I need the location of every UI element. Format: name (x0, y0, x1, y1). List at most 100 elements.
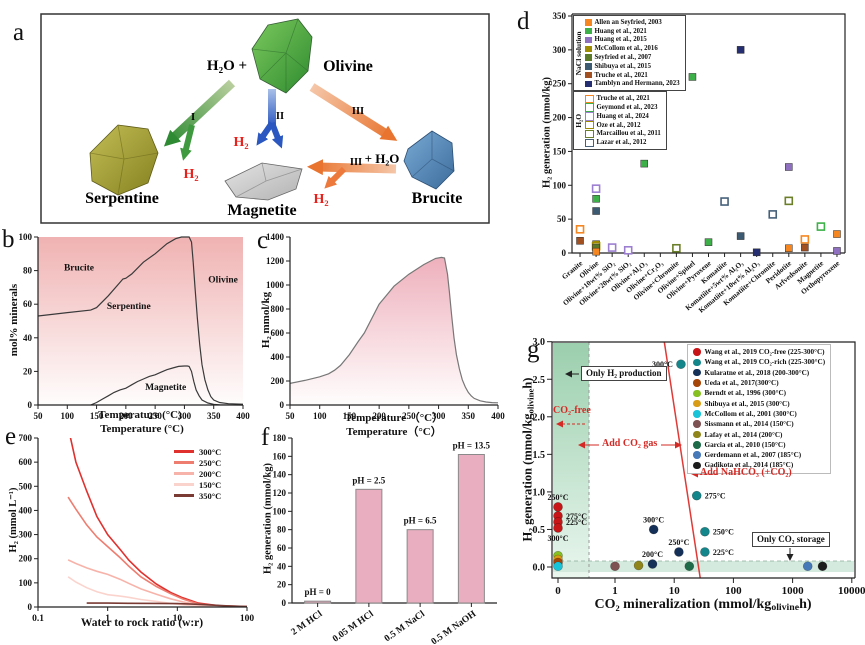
g-temp-label: 200°C (642, 550, 663, 559)
g-legend-label: Lafay et al., 2014 (200°C) (704, 430, 783, 439)
roman-3-label: III (352, 106, 364, 117)
d-data-point (768, 210, 778, 219)
g-temp-label: 250°C (548, 493, 569, 502)
panel-letter-e: e (5, 423, 17, 450)
b-region-label: Magnetite (145, 383, 186, 393)
d-data-point (575, 225, 585, 234)
d-data-point (800, 235, 810, 244)
e-curve-150°C (67, 576, 247, 607)
add-co2-gas-annotation: Add CO₂ gas (602, 438, 658, 449)
h2-label-brucite: H₂ (313, 192, 328, 207)
tick-label: 200 (119, 411, 133, 421)
tick-label: 60 (23, 299, 33, 309)
tick-label: 0 (282, 598, 287, 608)
tick-label: 60 (277, 543, 287, 553)
tick-label: 50 (286, 411, 296, 421)
f-bar (304, 600, 332, 604)
g-legend-row: McCollom et al., 2001 (300°C) (693, 409, 825, 419)
g-data-point (553, 523, 563, 533)
g-legend-dot (693, 420, 701, 428)
tick-label: 50 (557, 214, 567, 224)
d-data-point (833, 230, 841, 238)
g-legend-row: Gerdemann et al., 2007 (185°C) (693, 450, 825, 460)
g-legend-dot (693, 430, 701, 439)
d-legend-label: Seyfried et al., 2007 (594, 54, 652, 62)
d-legend-swatch (585, 19, 592, 26)
g-legend-row: Kularatne et al., 2018 (200-300°C) (693, 368, 825, 378)
tick-label: 180 (273, 433, 287, 443)
d-legend-swatch (585, 103, 594, 112)
g-legend-row: Berndt et al., 1996 (300°C) (693, 388, 825, 398)
f-bar (355, 488, 383, 604)
g-data-point (817, 561, 828, 572)
tick-label: 120 (273, 488, 287, 498)
d-legend-row: Lazar et al., 2012 (585, 138, 661, 147)
f-ph-label: pH = 13.5 (453, 441, 491, 451)
tick-label: 1400 (266, 232, 285, 242)
d-legend-row: Allen an Seyfried, 2003 (585, 18, 680, 27)
g-legend: Wang et al., 2019 CO₂-free (225-300°C) Wa… (687, 344, 832, 474)
panel-letter-g: g (527, 336, 540, 363)
tick-label: 3.0 (533, 337, 546, 348)
serpentine-crystal (89, 124, 159, 196)
only-co2-storage-box: Only CO₂ storage (752, 532, 830, 547)
g-xaxis-title-sub: olivine (771, 602, 800, 613)
d-data-point (784, 196, 794, 206)
tick-label: 50 (34, 411, 44, 421)
tick-label: 800 (271, 304, 285, 314)
olivine-crystal (251, 18, 313, 94)
tick-label: 350 (462, 411, 476, 421)
tick-label: 0 (280, 400, 285, 410)
tick-label: 100 (61, 411, 75, 421)
g-zero-band (553, 561, 854, 572)
d-legend-label: Truche et al., 2021 (594, 71, 648, 79)
tick-label: 250 (402, 411, 416, 421)
d-legend-row: Huang et al., 2015 (585, 36, 680, 45)
g-data-point (700, 526, 710, 537)
tick-label: 0.5 (533, 525, 546, 536)
tick-label: 10 (669, 585, 681, 597)
d-legend-swatch (585, 80, 592, 88)
d-data-point (623, 245, 633, 255)
g-legend-row: Garcia et al., 2010 (150°C) (693, 440, 825, 450)
g-yaxis-title-post: h) (520, 377, 535, 389)
d-legend-row: Shibuya et al., 2015 (585, 62, 680, 71)
d-data-point (704, 238, 713, 246)
d-data-point (607, 243, 617, 252)
d-legend-swatch (585, 129, 594, 139)
g-legend-row: Lafay et al., 2014 (200°C) (693, 429, 825, 439)
g-temp-label: 225°C (566, 518, 587, 527)
e-yaxis-title: H₂ (mmol L⁻¹) (8, 487, 19, 553)
f-title: Temperature（°C） (346, 426, 442, 438)
f-category-label: 0.5 M NaOH (430, 609, 479, 645)
g-data-point (676, 359, 686, 370)
tick-label: 100 (19, 578, 33, 588)
tick-label: 10000 (838, 585, 865, 597)
tick-label: 40 (23, 333, 33, 343)
g-legend-label: Sissmann et al., 2014 (150°C) (704, 420, 794, 429)
tick-label: 0 (555, 585, 561, 597)
g-temp-label: 250°C (713, 528, 734, 537)
magnetite-label: Magnetite (227, 202, 296, 219)
b-region-label: Brucite (64, 264, 94, 274)
g-legend-dot (693, 461, 701, 470)
d-legend-row: Marcaillou et al., 2011 (585, 129, 661, 139)
tick-label: 600 (19, 457, 33, 467)
g-legend-dot (693, 348, 701, 356)
panel-letter-c: c (257, 227, 269, 254)
tick-label: 20 (277, 580, 287, 590)
tick-label: 1000 (782, 585, 805, 597)
b-region-label: Serpentine (107, 302, 151, 312)
h2o-plus-label: H₂O + (207, 58, 247, 74)
reaction-arrow-2 (256, 89, 284, 149)
tick-label: 0.0 (533, 563, 546, 574)
g-xaxis-title-post: h) (799, 597, 812, 612)
e-legend-row: 350°C (174, 490, 221, 501)
d-data-point (592, 207, 600, 215)
magnetite-crystal (224, 162, 303, 201)
d-legend-label: Huang et al., 2021 (594, 27, 647, 35)
e-legend-label: 150°C (199, 479, 222, 490)
g-data-point (633, 560, 644, 571)
e-legend-swatch (174, 461, 194, 464)
